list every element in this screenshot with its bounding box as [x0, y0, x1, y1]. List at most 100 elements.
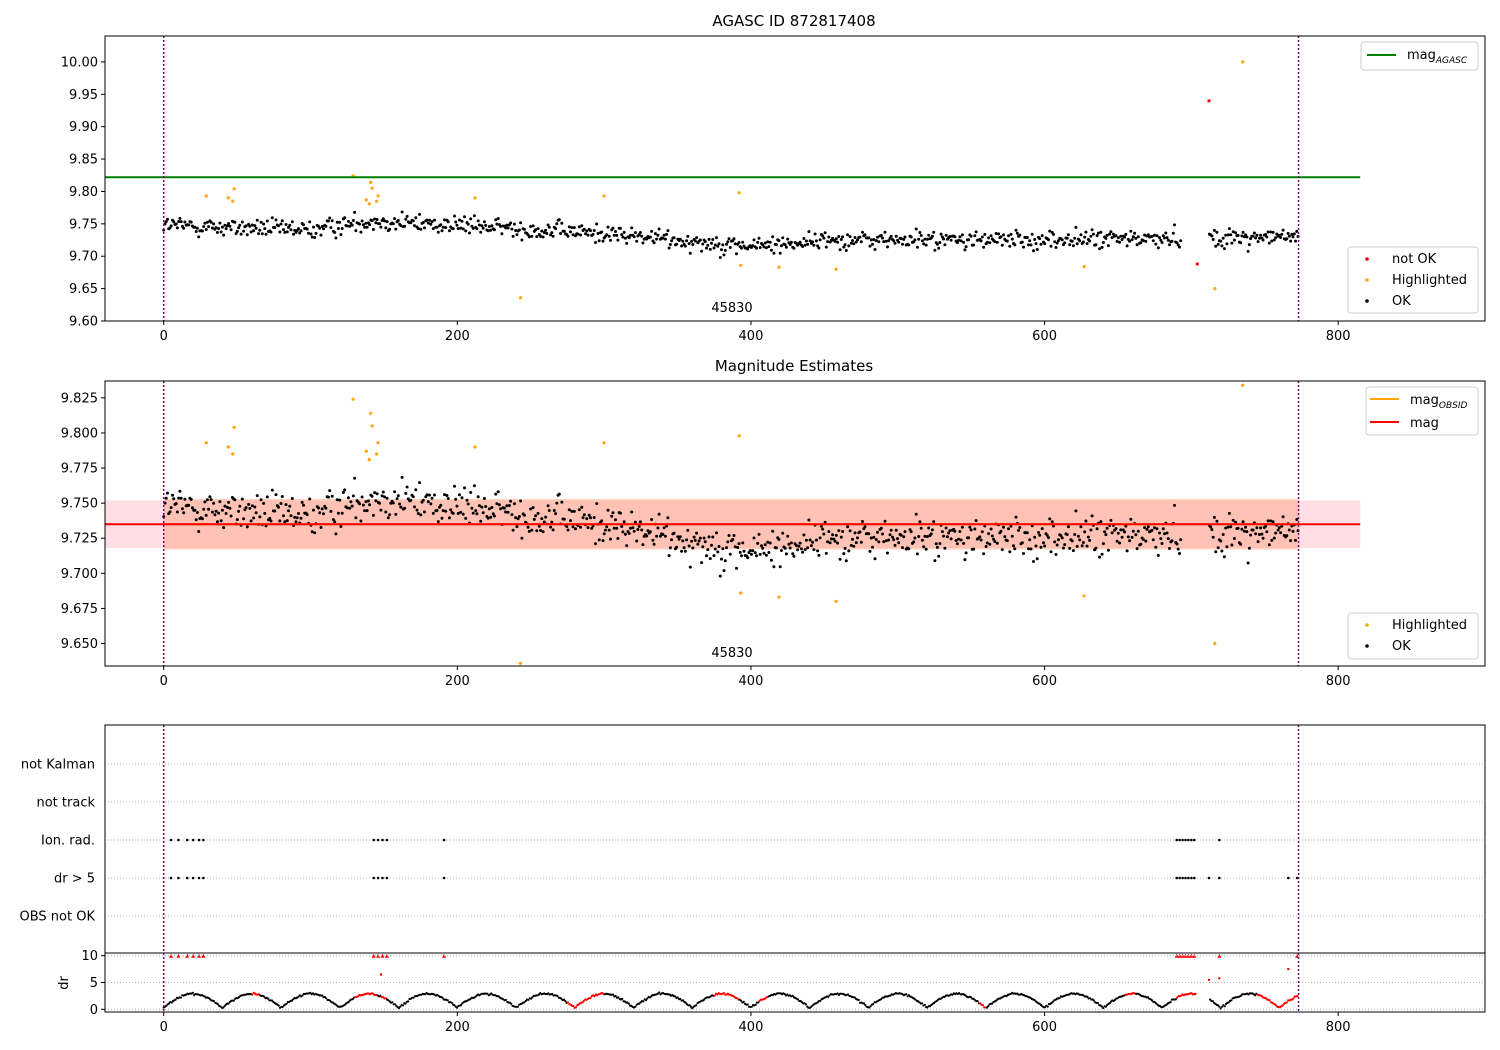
- ok-point: [302, 503, 305, 507]
- ok-point: [868, 549, 872, 553]
- ok-point: [648, 235, 652, 239]
- ok-point: [460, 219, 464, 223]
- ok-point: [1170, 239, 1174, 243]
- panel1-legend-ok-label: OK: [1392, 294, 1411, 309]
- ok-point: [565, 525, 569, 528]
- ok-point: [1009, 232, 1013, 236]
- ok-point: [1144, 539, 1148, 543]
- ok-point: [567, 225, 571, 229]
- ok-point: [580, 224, 584, 228]
- ok-point: [876, 235, 879, 239]
- ok-point: [601, 239, 605, 243]
- ok-point: [379, 225, 383, 229]
- ok-point: [1090, 514, 1094, 518]
- ok-point: [515, 233, 519, 237]
- ok-point: [562, 517, 566, 521]
- ok-point: [253, 505, 257, 509]
- dr-point: [1287, 967, 1290, 971]
- ok-point: [250, 504, 254, 508]
- ok-point: [949, 238, 953, 242]
- highlighted-point: [1082, 265, 1086, 269]
- ok-point: [426, 500, 430, 504]
- ok-point: [1106, 548, 1110, 552]
- ok-point: [717, 545, 721, 548]
- ok-point: [826, 240, 830, 244]
- ok-point: [1280, 232, 1284, 236]
- ok-point: [597, 239, 601, 243]
- dr-point: [1147, 996, 1150, 999]
- ok-point: [834, 533, 838, 537]
- ok-point: [803, 243, 807, 247]
- ok-point: [752, 536, 756, 540]
- ok-point: [259, 220, 263, 224]
- dr-point: [676, 996, 679, 999]
- ok-point: [887, 239, 891, 243]
- ok-point: [1053, 540, 1057, 544]
- ok-point: [1247, 546, 1251, 550]
- dr-clipped-marker: [371, 953, 376, 958]
- ok-point: [1074, 225, 1078, 229]
- ok-point: [214, 226, 218, 230]
- ok-point: [1052, 232, 1055, 236]
- ok-point: [218, 221, 222, 225]
- ok-point: [913, 238, 917, 242]
- ok-point: [358, 222, 362, 226]
- ok-point: [705, 554, 708, 558]
- ok-point: [1129, 229, 1133, 233]
- ok-point: [371, 513, 375, 517]
- ok-point: [269, 230, 273, 234]
- ok-point: [527, 235, 531, 239]
- ok-point: [618, 226, 622, 230]
- ok-point: [1139, 542, 1143, 546]
- flag-point: [1175, 838, 1178, 842]
- dr-point: [1092, 999, 1095, 1002]
- ok-point: [1269, 519, 1273, 523]
- dr-point: [556, 994, 559, 998]
- ok-point: [322, 512, 325, 516]
- ok-point: [431, 511, 435, 515]
- ok-point: [1120, 238, 1124, 241]
- ok-point: [942, 534, 946, 538]
- ok-point: [595, 502, 599, 506]
- ok-point: [772, 251, 776, 255]
- ok-point: [353, 210, 357, 214]
- dr-point: [742, 1000, 745, 1003]
- ok-point: [974, 230, 978, 234]
- ok-point: [778, 565, 782, 569]
- ok-point: [194, 230, 198, 233]
- ok-point: [1165, 236, 1169, 240]
- ok-point: [918, 520, 922, 524]
- ok-point: [1281, 515, 1285, 519]
- highlighted-point: [364, 198, 368, 202]
- ok-point: [1075, 242, 1079, 246]
- ok-point: [959, 239, 963, 243]
- ok-point: [1076, 534, 1080, 538]
- ok-point: [374, 499, 378, 503]
- ok-point: [695, 236, 699, 240]
- ok-point: [839, 535, 843, 539]
- ok-point: [320, 507, 324, 511]
- ok-point: [205, 498, 209, 502]
- ok-point: [949, 537, 953, 541]
- dr-point: [446, 999, 449, 1002]
- dr-point: [401, 1004, 404, 1007]
- ok-point: [809, 544, 813, 548]
- dr-point: [397, 1007, 400, 1010]
- dr-point: [531, 996, 534, 999]
- highlighted-point: [369, 180, 373, 184]
- ok-point: [1232, 238, 1236, 242]
- ok-point: [164, 220, 168, 224]
- ok-point: [280, 219, 284, 223]
- ok-point: [1241, 520, 1245, 524]
- ok-point: [569, 519, 572, 523]
- ok-point: [419, 227, 423, 231]
- ok-point: [217, 227, 221, 230]
- panel2-highlighted-points: [204, 383, 1245, 665]
- ok-point: [836, 541, 840, 545]
- ok-point: [969, 234, 973, 238]
- dr-point: [703, 998, 706, 1001]
- y-tick-label: 9.75: [69, 217, 98, 232]
- ok-point: [581, 516, 585, 520]
- highlighted-point: [602, 194, 606, 198]
- ok-point: [1224, 526, 1228, 530]
